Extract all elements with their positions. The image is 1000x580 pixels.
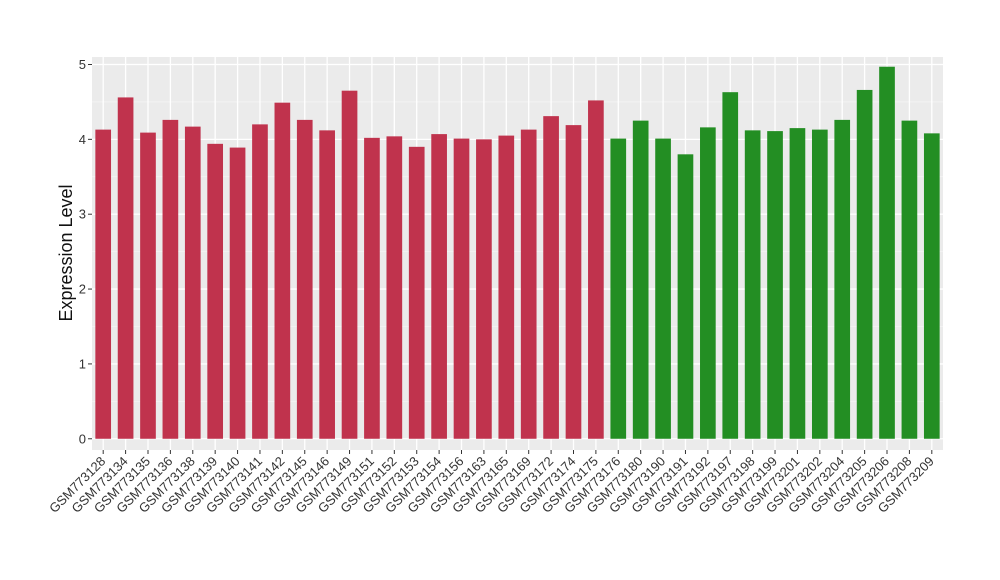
bar — [923, 133, 940, 439]
bar — [700, 127, 716, 439]
bar — [184, 126, 201, 439]
bar — [632, 120, 649, 439]
bar — [140, 132, 156, 439]
bar — [296, 119, 313, 439]
y-tick-label: 4 — [79, 132, 86, 147]
bar — [856, 89, 873, 439]
bar — [476, 139, 492, 439]
bar — [117, 97, 134, 439]
bar — [408, 146, 425, 439]
y-tick-label: 3 — [79, 207, 86, 222]
bar — [431, 134, 447, 439]
y-axis: 0 1 2 3 4 5 — [79, 57, 92, 446]
bars — [95, 66, 940, 439]
bar — [162, 119, 179, 439]
bar — [811, 129, 828, 439]
y-tick-label: 2 — [79, 282, 86, 297]
bar — [722, 92, 739, 439]
bar — [655, 138, 671, 439]
bar — [252, 124, 268, 439]
bar — [319, 130, 335, 439]
bar — [520, 129, 537, 439]
bar — [543, 116, 559, 439]
bar — [744, 130, 761, 439]
bar — [364, 137, 380, 439]
bar — [588, 100, 604, 439]
bar — [453, 138, 470, 439]
bar — [565, 125, 582, 439]
y-axis-title: Expression Level — [56, 184, 76, 321]
bar — [341, 90, 358, 439]
bar — [901, 120, 918, 439]
bar — [386, 136, 403, 439]
bar — [789, 128, 806, 439]
x-axis: GSM773128GSM773134GSM773135GSM773136GSM7… — [46, 450, 937, 516]
bar — [879, 66, 895, 439]
bar — [498, 135, 515, 439]
y-tick-label: 5 — [79, 57, 86, 72]
bar — [274, 102, 291, 439]
bar — [677, 154, 694, 439]
bar — [229, 147, 246, 439]
bar — [207, 143, 224, 439]
y-tick-label: 0 — [79, 431, 86, 446]
bar — [610, 138, 627, 439]
bar — [95, 129, 112, 439]
y-tick-label: 1 — [79, 356, 86, 371]
bar — [834, 119, 851, 439]
bar — [767, 131, 783, 439]
